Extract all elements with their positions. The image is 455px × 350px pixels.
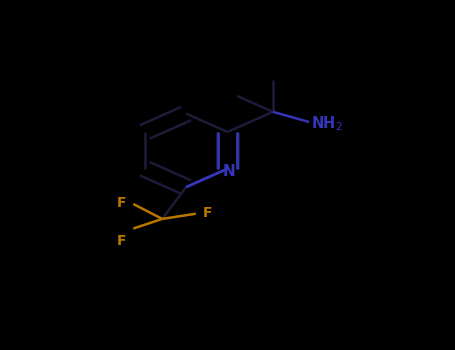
Text: N: N (223, 164, 236, 179)
Text: NH$_2$: NH$_2$ (311, 114, 343, 133)
Text: F: F (117, 234, 126, 248)
Text: F: F (117, 196, 126, 210)
Text: F: F (202, 206, 212, 220)
